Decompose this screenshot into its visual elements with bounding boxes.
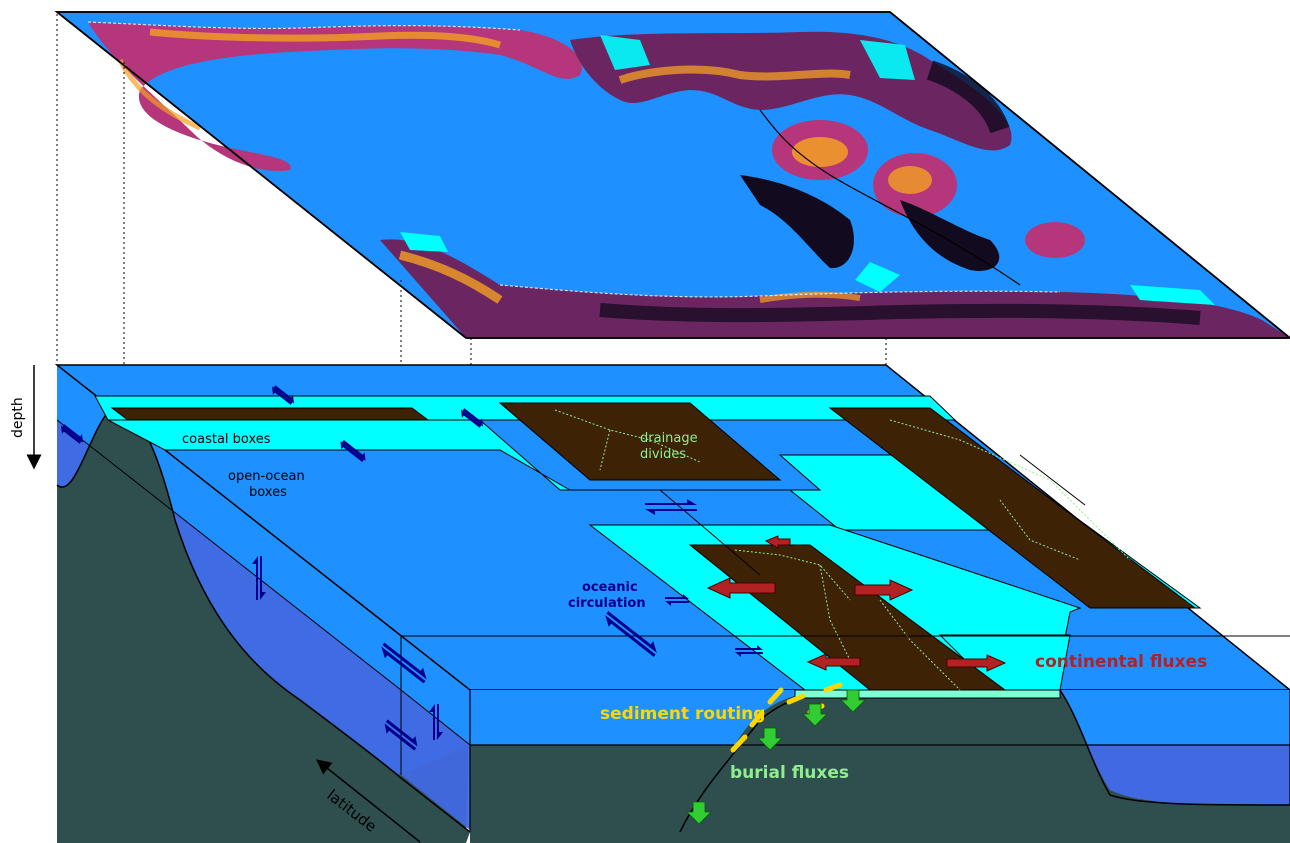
ocean-exchange-arrow-icon (252, 556, 266, 600)
oceanic-label-line2: circulation (568, 596, 646, 611)
oceanic-label-line1: oceanic (582, 580, 638, 595)
map-panel (54, 11, 1290, 339)
continental-flux-arrow-icon (764, 535, 791, 549)
ocean-exchange-arrow-icon (381, 642, 427, 684)
map-coast-north (88, 22, 582, 171)
latitude-arrow-icon (316, 759, 421, 843)
continental-flux-arrows (706, 535, 1007, 672)
continental-flux-arrow-icon (706, 577, 776, 599)
drainage-label-line2: divides (640, 447, 686, 462)
depth-label: depth (10, 397, 26, 438)
ocean-exchange-arrow-icon (735, 645, 763, 657)
burial-arrow-icon (840, 689, 866, 713)
axes (26, 365, 421, 843)
continental-flux-arrow-icon (946, 654, 1007, 672)
burial-fluxes-label: burial fluxes (730, 763, 849, 783)
ocean-exchange-arrow-icon (60, 424, 84, 444)
land-block-east (828, 407, 1197, 609)
coastal-boxes-label: coastal boxes (182, 432, 271, 447)
map-island-dark (740, 175, 854, 269)
ocean-exchange-arrow-icon (429, 704, 443, 740)
continental-fluxes-label: continental fluxes (1035, 652, 1207, 672)
sediment-routing-label: sediment routing (600, 704, 765, 724)
open-ocean-label-line1: open-ocean (228, 469, 305, 484)
ocean-exchange-arrow-icon (645, 499, 697, 515)
burial-arrow-icon (757, 727, 783, 751)
ocean-exchange-arrow-icon (460, 408, 484, 428)
continental-flux-arrow-icon (806, 653, 861, 671)
drainage-label-line1: drainage (640, 431, 698, 446)
land-strip-north (110, 407, 430, 421)
ocean-exchange-arrow-icon (605, 611, 657, 657)
ocean-exchange-arrow-icon (384, 719, 418, 751)
ocean-exchange-arrows (60, 385, 763, 751)
burial-arrow-icon (802, 703, 828, 727)
ocean-exchange-arrow-icon (665, 594, 689, 606)
land-block-central (688, 544, 1007, 691)
continental-flux-arrow-icon (854, 579, 914, 601)
block-diagram (54, 364, 1290, 843)
burial-arrows (686, 689, 866, 825)
land-block-drainage (498, 402, 782, 481)
ocean-exchange-arrow-icon (271, 385, 295, 405)
open-ocean-label-line2: boxes (249, 485, 287, 500)
burial-arrow-icon (686, 801, 712, 825)
ocean-exchange-arrow-icon (340, 440, 366, 462)
